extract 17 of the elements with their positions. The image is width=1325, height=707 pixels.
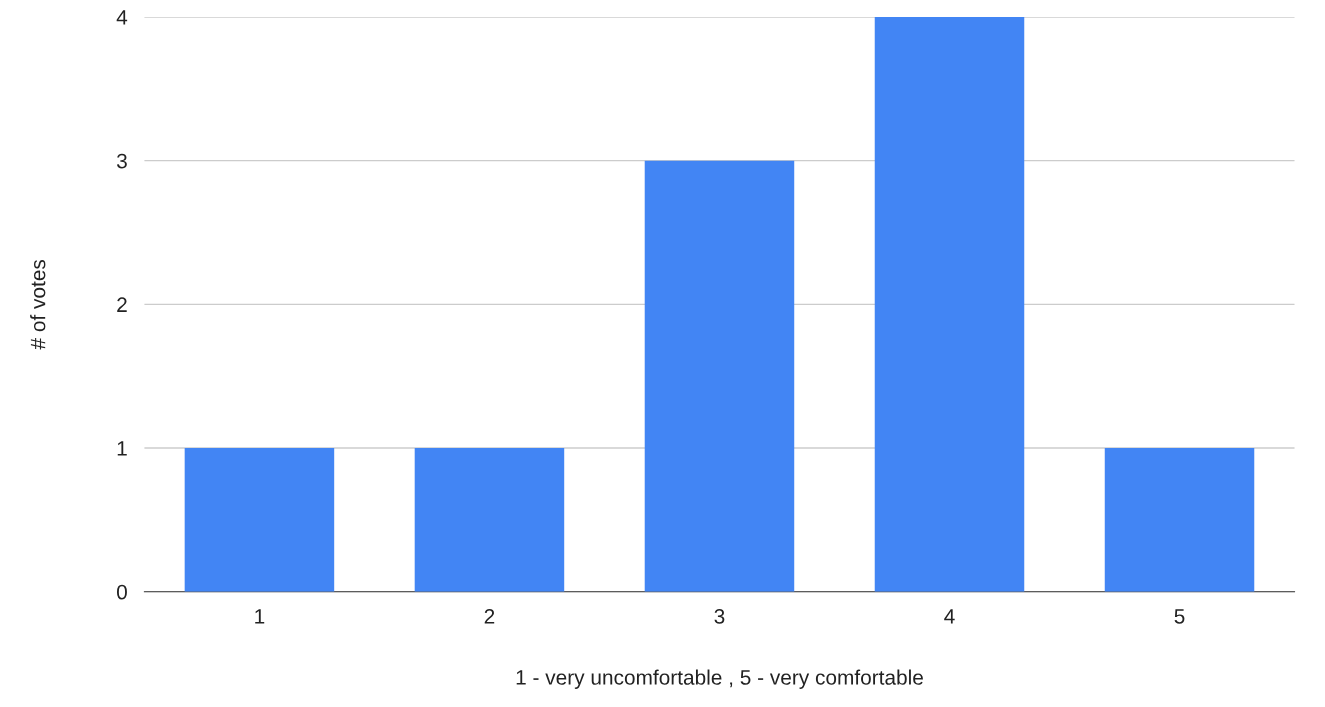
bar	[1104, 448, 1255, 592]
y-tick-label: 4	[116, 10, 128, 25]
y-tick-label: 2	[117, 297, 127, 312]
y-axis-title: # of votes	[30, 259, 46, 350]
y-tick-label: 1	[117, 441, 127, 456]
bar	[644, 160, 795, 592]
bar	[184, 448, 335, 592]
x-tick-label: 1	[255, 609, 265, 624]
x-tick-label: 3	[714, 608, 725, 624]
bar	[874, 16, 1025, 592]
y-tick-label: 3	[116, 153, 127, 169]
y-tick-label: 0	[116, 584, 127, 600]
x-tick-label: 4	[944, 609, 955, 624]
x-tick-label: 2	[484, 608, 495, 624]
bar	[414, 448, 565, 592]
x-axis-title: 1 - very uncomfortable , 5 - very comfortable	[516, 669, 923, 689]
x-tick-label: 5	[1174, 609, 1185, 624]
